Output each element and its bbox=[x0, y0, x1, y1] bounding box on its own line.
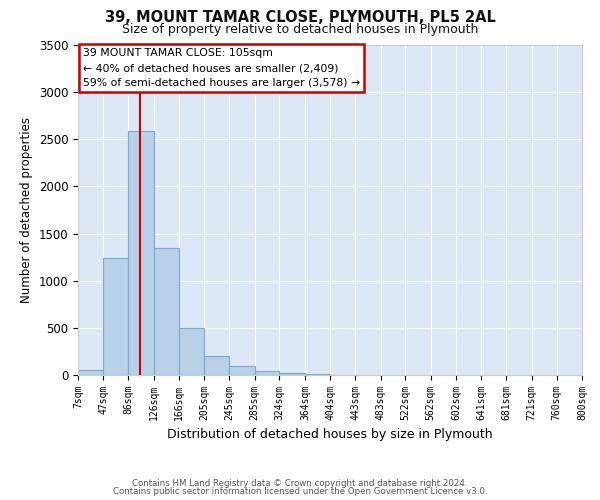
Y-axis label: Number of detached properties: Number of detached properties bbox=[20, 117, 33, 303]
Bar bbox=[179, 328, 204, 375]
Bar bbox=[254, 371, 280, 375]
Bar bbox=[280, 373, 305, 375]
Bar bbox=[78, 370, 103, 375]
Bar bbox=[128, 131, 154, 375]
Bar bbox=[204, 356, 229, 375]
Bar bbox=[305, 374, 331, 375]
Text: Contains HM Land Registry data © Crown copyright and database right 2024.: Contains HM Land Registry data © Crown c… bbox=[132, 478, 468, 488]
Text: Size of property relative to detached houses in Plymouth: Size of property relative to detached ho… bbox=[122, 22, 478, 36]
Text: 39, MOUNT TAMAR CLOSE, PLYMOUTH, PL5 2AL: 39, MOUNT TAMAR CLOSE, PLYMOUTH, PL5 2AL bbox=[104, 10, 496, 25]
Bar bbox=[103, 258, 128, 375]
Text: Contains public sector information licensed under the Open Government Licence v3: Contains public sector information licen… bbox=[113, 487, 487, 496]
Text: 39 MOUNT TAMAR CLOSE: 105sqm
← 40% of detached houses are smaller (2,409)
59% of: 39 MOUNT TAMAR CLOSE: 105sqm ← 40% of de… bbox=[83, 48, 360, 88]
Bar bbox=[154, 248, 179, 375]
X-axis label: Distribution of detached houses by size in Plymouth: Distribution of detached houses by size … bbox=[167, 428, 493, 442]
Bar bbox=[229, 366, 254, 375]
